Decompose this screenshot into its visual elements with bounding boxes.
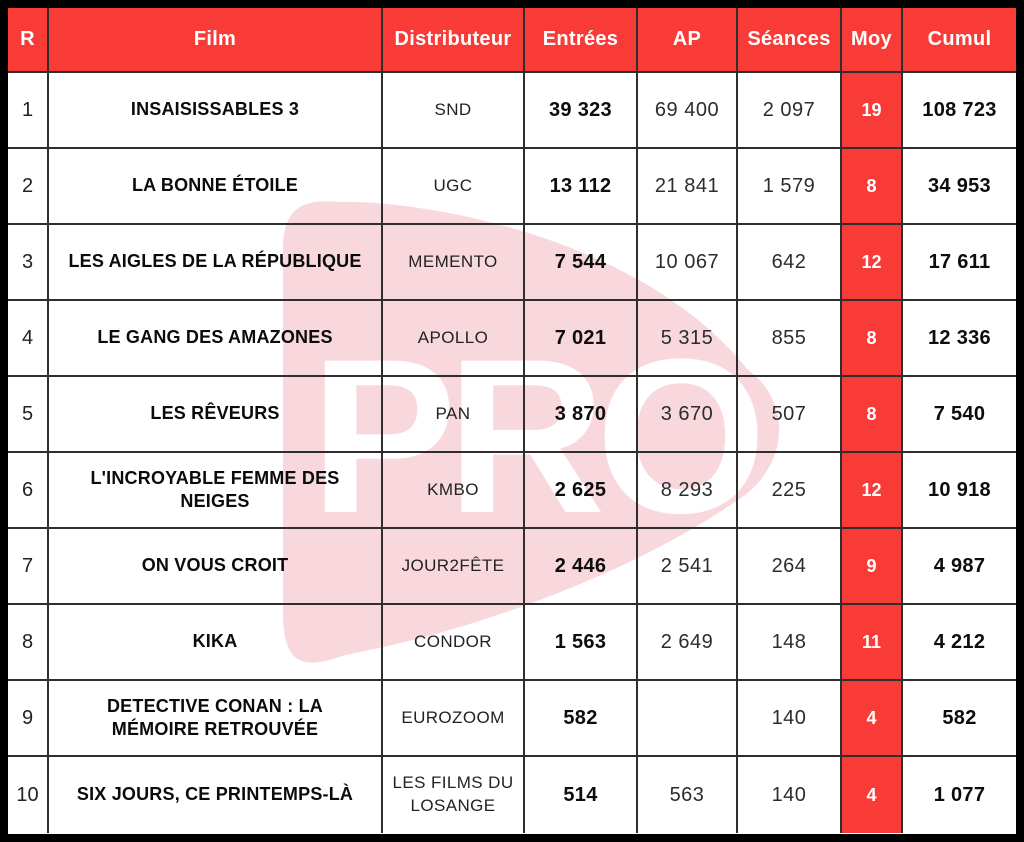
header-cell-moy: Moy bbox=[842, 8, 903, 73]
ap-cell: 10 067 bbox=[638, 225, 738, 301]
film-cell: LES AIGLES DE LA RÉPUBLIQUE bbox=[49, 225, 383, 301]
rank-cell: 1 bbox=[8, 73, 49, 149]
header-cell-cumul: Cumul bbox=[903, 8, 1016, 73]
ap-cell: 21 841 bbox=[638, 149, 738, 225]
cumul-cell: 10 918 bbox=[903, 453, 1016, 529]
film-cell: DETECTIVE CONAN : LA MÉMOIRE RETROUVÉE bbox=[49, 681, 383, 757]
moy-cell: 8 bbox=[842, 377, 903, 453]
film-cell: LES RÊVEURS bbox=[49, 377, 383, 453]
distributor-cell: UGC bbox=[383, 149, 525, 225]
header-cell-ap: AP bbox=[638, 8, 738, 73]
entries-cell: 514 bbox=[525, 757, 638, 833]
ap-cell: 3 670 bbox=[638, 377, 738, 453]
distributor-cell: KMBO bbox=[383, 453, 525, 529]
header-cell-rank: R bbox=[8, 8, 49, 73]
moy-cell: 12 bbox=[842, 453, 903, 529]
header-cell-entries: Entrées bbox=[525, 8, 638, 73]
ap-cell: 2 649 bbox=[638, 605, 738, 681]
header-cell-seances: Séances bbox=[738, 8, 842, 73]
seances-cell: 140 bbox=[738, 681, 842, 757]
film-cell: ON VOUS CROIT bbox=[49, 529, 383, 605]
entries-cell: 13 112 bbox=[525, 149, 638, 225]
cumul-cell: 34 953 bbox=[903, 149, 1016, 225]
moy-cell: 9 bbox=[842, 529, 903, 605]
cumul-cell: 108 723 bbox=[903, 73, 1016, 149]
moy-cell: 8 bbox=[842, 149, 903, 225]
header-cell-distributor: Distributeur bbox=[383, 8, 525, 73]
ap-cell: 563 bbox=[638, 757, 738, 833]
seances-cell: 225 bbox=[738, 453, 842, 529]
seances-cell: 140 bbox=[738, 757, 842, 833]
film-cell: SIX JOURS, CE PRINTEMPS-LÀ bbox=[49, 757, 383, 833]
film-cell: LE GANG DES AMAZONES bbox=[49, 301, 383, 377]
ap-cell: 69 400 bbox=[638, 73, 738, 149]
film-cell: INSAISISSABLES 3 bbox=[49, 73, 383, 149]
distributor-cell: PAN bbox=[383, 377, 525, 453]
rank-cell: 6 bbox=[8, 453, 49, 529]
rank-cell: 5 bbox=[8, 377, 49, 453]
rank-cell: 9 bbox=[8, 681, 49, 757]
pro-watermark: PRO bbox=[283, 201, 780, 663]
seances-cell: 507 bbox=[738, 377, 842, 453]
seances-cell: 264 bbox=[738, 529, 842, 605]
ap-cell: 5 315 bbox=[638, 301, 738, 377]
entries-cell: 582 bbox=[525, 681, 638, 757]
seances-cell: 148 bbox=[738, 605, 842, 681]
cumul-cell: 17 611 bbox=[903, 225, 1016, 301]
cumul-cell: 4 212 bbox=[903, 605, 1016, 681]
film-cell: LA BONNE ÉTOILE bbox=[49, 149, 383, 225]
cumul-cell: 4 987 bbox=[903, 529, 1016, 605]
cumul-cell: 582 bbox=[903, 681, 1016, 757]
rank-cell: 4 bbox=[8, 301, 49, 377]
distributor-cell: LES FILMS DU LOSANGE bbox=[383, 757, 525, 833]
seances-cell: 642 bbox=[738, 225, 842, 301]
moy-cell: 11 bbox=[842, 605, 903, 681]
rank-cell: 10 bbox=[8, 757, 49, 833]
ap-cell bbox=[638, 681, 738, 757]
rank-cell: 2 bbox=[8, 149, 49, 225]
rank-cell: 3 bbox=[8, 225, 49, 301]
watermark-pro-text: PRO bbox=[310, 313, 758, 559]
seances-cell: 2 097 bbox=[738, 73, 842, 149]
cumul-cell: 1 077 bbox=[933, 783, 986, 806]
ap-cell: 2 541 bbox=[638, 529, 738, 605]
distributor-cell: MEMENTO bbox=[383, 225, 525, 301]
entries-cell: 3 870 bbox=[525, 377, 638, 453]
rank-cell: 8 bbox=[8, 605, 49, 681]
moy-cell: 12 bbox=[842, 225, 903, 301]
entries-cell: 2 446 bbox=[525, 529, 638, 605]
moy-cell: 19 bbox=[842, 73, 903, 149]
entries-cell: 1 563 bbox=[525, 605, 638, 681]
boxoffice-table: R Film Distributeur Entrées AP Séances M… bbox=[8, 8, 1016, 834]
header-cell-film: Film bbox=[49, 8, 383, 73]
rank-cell: 7 bbox=[8, 529, 49, 605]
entries-cell: 7 021 bbox=[525, 301, 638, 377]
cumul-cell: 7 540 bbox=[903, 377, 1016, 453]
entries-cell: 7 544 bbox=[525, 225, 638, 301]
entries-cell: 39 323 bbox=[525, 73, 638, 149]
cumul-cell: 12 336 bbox=[903, 301, 1016, 377]
moy-cell: 4 bbox=[842, 681, 903, 757]
seances-cell: 1 579 bbox=[738, 149, 842, 225]
seances-cell: 855 bbox=[738, 301, 842, 377]
entries-cell: 2 625 bbox=[525, 453, 638, 529]
distributor-cell: CONDOR bbox=[383, 605, 525, 681]
play-shape bbox=[283, 201, 780, 663]
moy-cell: 8 bbox=[842, 301, 903, 377]
moy-cell: 4 bbox=[842, 757, 903, 833]
distributor-cell: JOUR2FÊTE bbox=[383, 529, 525, 605]
film-cell: KIKA bbox=[49, 605, 383, 681]
distributor-cell: SND bbox=[383, 73, 525, 149]
distributor-cell: EUROZOOM bbox=[383, 681, 525, 757]
ap-cell: 8 293 bbox=[638, 453, 738, 529]
film-cell: L'INCROYABLE FEMME DES NEIGES bbox=[49, 453, 383, 529]
table-paper: PRO R Film Distributeur Entrées AP Séanc… bbox=[8, 8, 1016, 834]
distributor-cell: APOLLO bbox=[383, 301, 525, 377]
